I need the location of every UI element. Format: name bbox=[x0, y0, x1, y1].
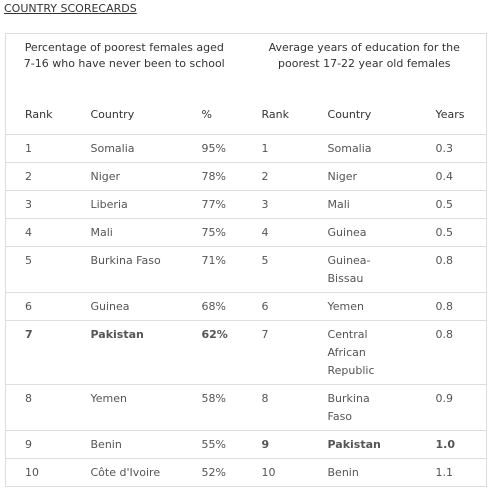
table-cell: 68% bbox=[193, 292, 243, 321]
table-cell: Benin bbox=[78, 430, 194, 459]
table-cell: 0.8 bbox=[428, 246, 487, 293]
table-cell: 55% bbox=[193, 430, 243, 459]
table-cell: Mali bbox=[320, 190, 429, 219]
column-header: Rank bbox=[242, 100, 321, 135]
column-header: Country bbox=[78, 100, 194, 135]
table-cell: 5 bbox=[5, 246, 79, 293]
table-cell: Guinea bbox=[320, 218, 429, 247]
table-cell: 1 bbox=[242, 134, 321, 163]
table-cell: 2 bbox=[242, 162, 321, 191]
table-row: 3 Liberia 77% 3 Mali 0.5 bbox=[5, 190, 487, 219]
table-cell: 10 bbox=[5, 458, 79, 487]
table-cell: Liberia bbox=[78, 190, 194, 219]
column-header: Rank bbox=[5, 100, 79, 135]
table-cell: 3 bbox=[242, 190, 321, 219]
table-cell: 58% bbox=[193, 384, 243, 431]
page-title: COUNTRY SCORECARDS bbox=[4, 2, 137, 15]
table-cell: 52% bbox=[193, 458, 243, 487]
table-cell: Guinea bbox=[78, 292, 194, 321]
table-cell: 75% bbox=[193, 218, 243, 247]
table-cell: 9 bbox=[5, 430, 79, 459]
table-cell: Burkina Faso bbox=[320, 384, 429, 431]
table-cell: 9 bbox=[242, 430, 321, 459]
table-row: 1 Somalia 95% 1 Somalia 0.3 bbox=[5, 134, 487, 163]
table-cell: 4 bbox=[242, 218, 321, 247]
table-cell: Pakistan bbox=[320, 430, 429, 459]
table-cell: Central African Republic bbox=[320, 320, 429, 385]
table-cell: Niger bbox=[78, 162, 194, 191]
table-cell: Yemen bbox=[320, 292, 429, 321]
table-cell: 0.4 bbox=[428, 162, 487, 191]
table-row: 7 Pakistan 62% 7 Central African Republic 0.8 bbox=[5, 320, 487, 385]
table-cell: 62% bbox=[193, 320, 243, 385]
column-header: Country bbox=[320, 100, 429, 135]
group-header: Percentage of poorest females aged 7-16 … bbox=[23, 41, 225, 70]
table-cell: Côte d'Ivoire bbox=[78, 458, 194, 487]
table-cell: 8 bbox=[5, 384, 79, 431]
table-cell: Mali bbox=[78, 218, 194, 247]
table-cell: 8 bbox=[242, 384, 321, 431]
table-cell: Burkina Faso bbox=[78, 246, 194, 293]
table-row: 2 Niger 78% 2 Niger 0.4 bbox=[5, 162, 487, 191]
table-cell: Niger bbox=[320, 162, 429, 191]
table-cell: Guinea-Bissau bbox=[320, 246, 429, 293]
table-cell: Yemen bbox=[78, 384, 194, 431]
table-cell: 0.9 bbox=[428, 384, 487, 431]
table-cell: 95% bbox=[193, 134, 243, 163]
table-cell: 5 bbox=[242, 246, 321, 293]
table-row: 6 Guinea 68% 6 Yemen 0.8 bbox=[5, 292, 487, 321]
table-cell: 78% bbox=[193, 162, 243, 191]
table-cell: 0.5 bbox=[428, 190, 487, 219]
table-row: 10 Côte d'Ivoire 52% 10 Benin 1.1 bbox=[5, 458, 487, 487]
table-cell: Pakistan bbox=[78, 320, 194, 385]
table-cell: 0.5 bbox=[428, 218, 487, 247]
table-row: 4 Mali 75% 4 Guinea 0.5 bbox=[5, 218, 487, 247]
table-cell: 1.0 bbox=[428, 430, 487, 459]
group-header: Average years of education for the poore… bbox=[268, 41, 460, 70]
scorecard-table: Percentage of poorest females aged 7-16 … bbox=[5, 33, 488, 487]
table-cell: 3 bbox=[5, 190, 79, 219]
table-cell: 0.3 bbox=[428, 134, 487, 163]
table-cell: 2 bbox=[5, 162, 79, 191]
table-cell: Somalia bbox=[320, 134, 429, 163]
table-cell: 77% bbox=[193, 190, 243, 219]
table-cell: 10 bbox=[242, 458, 321, 487]
table-cell: Somalia bbox=[78, 134, 194, 163]
table-cell: 1.1 bbox=[428, 458, 487, 487]
table-cell: 0.8 bbox=[428, 292, 487, 321]
table-cell: 6 bbox=[242, 292, 321, 321]
table-row: 5 Burkina Faso 71% 5 Guinea-Bissau 0.8 bbox=[5, 246, 487, 293]
column-header: Years bbox=[428, 100, 487, 135]
table-cell: 4 bbox=[5, 218, 79, 247]
table-row: 8 Yemen 58% 8 Burkina Faso 0.9 bbox=[5, 384, 487, 431]
table-cell: 7 bbox=[242, 320, 321, 385]
column-header: % bbox=[193, 100, 243, 135]
table-cell: Benin bbox=[320, 458, 429, 487]
table-cell: 6 bbox=[5, 292, 79, 321]
table-cell: 0.8 bbox=[428, 320, 487, 385]
table-row: 9 Benin 55% 9 Pakistan 1.0 bbox=[5, 430, 487, 459]
table-cell: 71% bbox=[193, 246, 243, 293]
table-cell: 1 bbox=[5, 134, 79, 163]
table-cell: 7 bbox=[5, 320, 79, 385]
